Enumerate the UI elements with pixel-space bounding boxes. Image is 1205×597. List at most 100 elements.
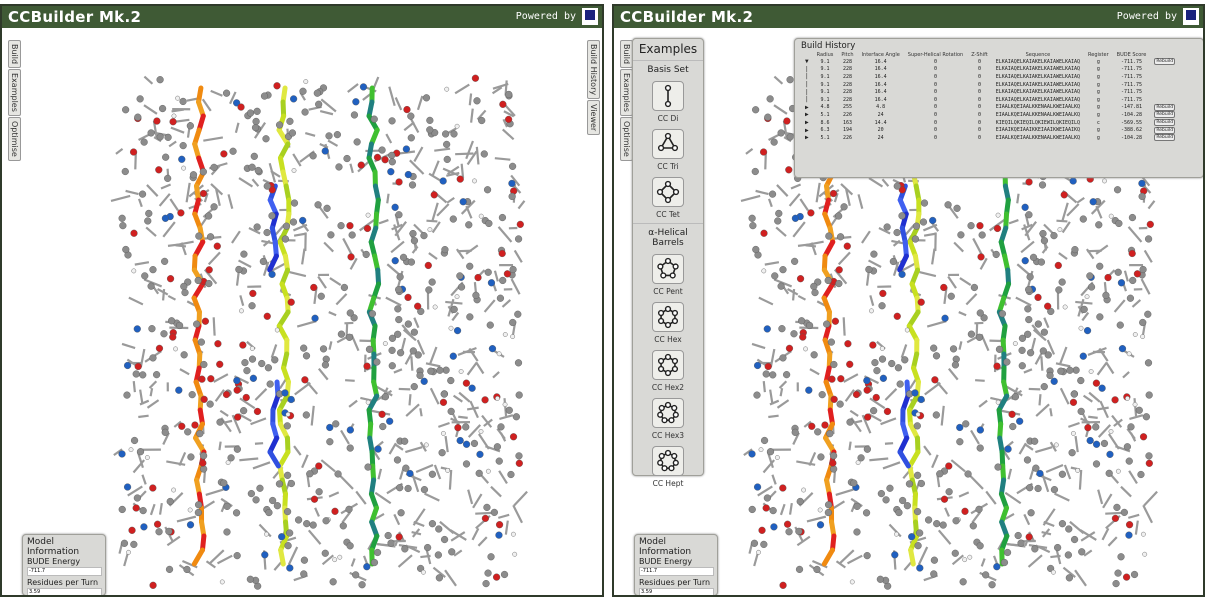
bond [168,140,177,148]
atom [1050,232,1058,240]
row-marker[interactable]: ▼ [805,58,809,66]
atom [449,215,457,223]
history-cell: g [1096,89,1100,96]
atom [1079,352,1087,360]
atom [402,145,410,153]
example-item[interactable]: CC Tet [633,177,703,219]
atom [370,115,378,123]
row-marker[interactable]: ▶ [805,111,809,119]
atom [384,531,392,540]
atom [830,465,838,473]
bond [1008,219,1019,225]
atom [118,214,126,222]
rpt-label: Residues per Turn [639,578,711,587]
atom [1050,486,1059,494]
history-cell: -711.75 [1120,89,1143,96]
atom [1018,334,1027,342]
bond [385,133,393,144]
atom [156,133,164,141]
atom [790,330,798,338]
atom [130,436,139,445]
bond [483,299,496,313]
example-item[interactable]: CC Hex2 [633,350,703,392]
atom [1011,393,1020,401]
history-cell: 24 [877,134,884,141]
atom [894,531,899,537]
atom [770,523,778,531]
row-marker[interactable]: ▶ [805,119,809,127]
bond [1018,442,1027,455]
column-header: Z-Shift [971,52,988,58]
bond [254,442,264,445]
row-marker[interactable]: ▶ [805,103,809,111]
bond [1095,205,1103,219]
side-tab[interactable]: Build [8,40,21,69]
history-cell: 228 [842,66,852,73]
atom [252,117,260,126]
atom [953,204,961,212]
rebuild-button[interactable]: Rebuild [1154,119,1176,127]
atom [266,380,274,388]
row-marker[interactable]: ▶ [805,134,809,142]
side-tab[interactable]: Optimise [8,117,21,161]
row-marker[interactable]: | [805,96,809,104]
row-marker[interactable]: | [805,73,809,81]
atom [410,328,418,336]
side-tab[interactable]: Examples [620,69,633,116]
bond [490,485,502,498]
atom [1069,177,1077,185]
example-item[interactable]: CC Tri [633,129,703,171]
atom [826,430,834,438]
example-item[interactable]: CC Pent [633,254,703,296]
side-tab[interactable]: Examples [8,69,21,116]
bond [771,474,777,485]
bond [805,240,824,247]
atom [865,265,873,274]
bond [345,323,349,337]
history-cell: 228 [842,73,852,80]
atom [816,521,825,529]
bond [475,146,480,165]
atom [995,345,1004,353]
rebuild-button[interactable]: Rebuild [1154,58,1176,66]
atom [205,212,213,220]
atom [329,578,337,586]
example-item[interactable]: CC Hex3 [633,398,703,440]
atom [508,179,516,188]
bond [517,200,526,210]
atom [165,565,174,573]
atom [825,232,833,240]
rebuild-button[interactable]: Rebuild [1154,111,1176,119]
rebuild-button[interactable]: Rebuild [1154,103,1176,111]
atom [1003,548,1012,557]
icon-node [658,404,665,412]
side-tab[interactable]: Build History [587,40,600,100]
atom [184,428,192,436]
atom [863,386,871,394]
rebuild-button[interactable]: Rebuild [1154,126,1176,134]
row-marker[interactable]: | [805,88,809,96]
atom [1139,433,1148,441]
atom [472,178,477,184]
bond [1045,463,1064,474]
atom [350,314,358,322]
atom [290,95,298,103]
example-item[interactable]: CC Hept [633,446,703,488]
row-marker[interactable]: | [805,81,809,89]
example-item[interactable]: CC Di [633,81,703,123]
row-marker[interactable]: | [805,65,809,73]
atom [843,242,851,250]
atom [758,447,764,453]
side-tab[interactable]: Viewer [587,100,600,136]
rebuild-button[interactable]: Rebuild [1154,134,1176,142]
atom [1108,213,1114,219]
bond [483,418,493,427]
atom [1026,484,1034,492]
bond [773,75,784,85]
example-item[interactable]: CC Hex [633,302,703,344]
row-marker[interactable]: ▶ [805,126,809,134]
bond [467,424,482,438]
bond [139,389,144,405]
atom [300,344,308,352]
bond [900,344,908,359]
